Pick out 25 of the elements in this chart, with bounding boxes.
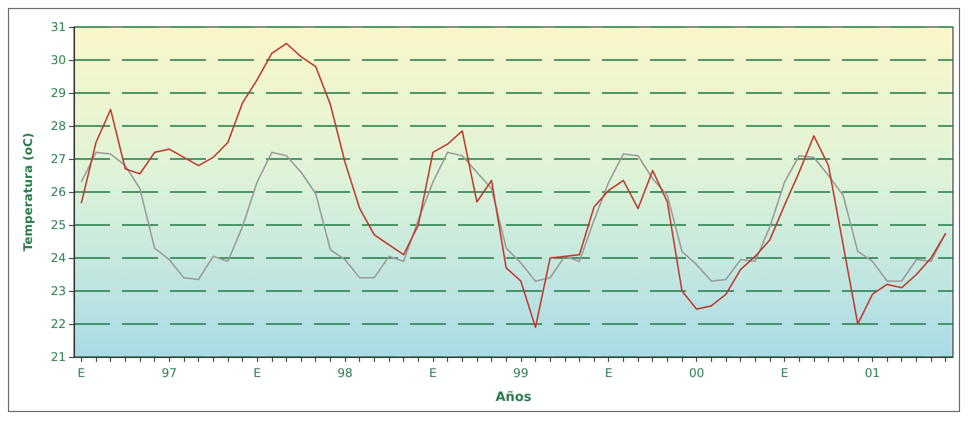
line-series xyxy=(80,42,946,328)
x-tick-label: 01 xyxy=(864,366,880,380)
y-tick-label: 29 xyxy=(50,86,66,100)
y-tick-label: 22 xyxy=(50,317,66,331)
y-tick-label: 27 xyxy=(50,152,66,166)
x-tick-label: E xyxy=(780,366,788,380)
x-tick-label: 97 xyxy=(162,366,177,380)
x-tick-label: 99 xyxy=(513,366,528,380)
y-tick-label: 28 xyxy=(50,119,66,133)
y-tick-label: 24 xyxy=(50,251,66,265)
y-tick-label: 30 xyxy=(50,53,66,67)
line-series xyxy=(80,152,946,282)
y-tick-label: 23 xyxy=(50,284,66,298)
x-tick-label: E xyxy=(78,366,86,380)
x-tick-label: 00 xyxy=(688,366,704,380)
y-tick-label: 31 xyxy=(50,20,66,34)
y-tick-label: 26 xyxy=(50,185,66,199)
y-axis-title: Temperatura (oC) xyxy=(21,132,35,252)
x-tick-label: E xyxy=(429,366,437,380)
y-tick-label: 25 xyxy=(50,218,66,232)
x-tick-label: E xyxy=(604,366,613,380)
y-tick-label: 21 xyxy=(50,350,66,364)
x-tick-label: E xyxy=(253,366,261,380)
x-tick-label: 98 xyxy=(337,366,353,380)
x-axis-title: Años xyxy=(496,390,532,405)
